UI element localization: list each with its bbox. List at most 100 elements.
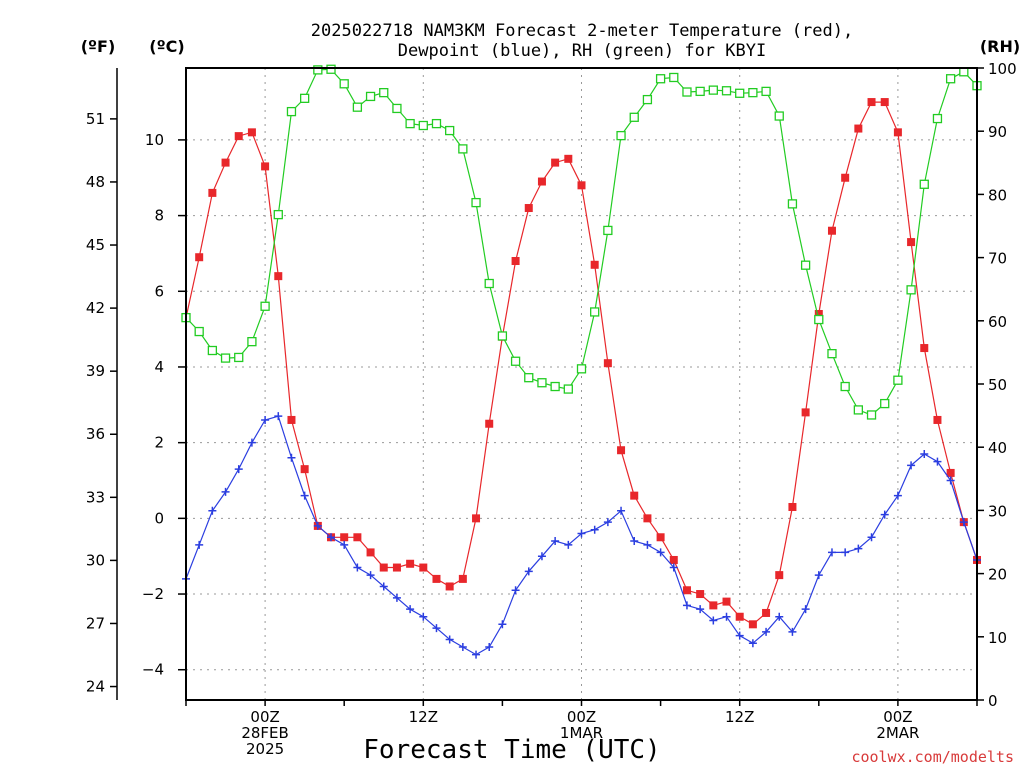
dewpoint-point [603, 518, 612, 527]
dewpoint-point [656, 548, 665, 557]
credit-text: coolwx.com/modelts [851, 748, 1014, 766]
rh-point [616, 130, 626, 141]
temperature-point [933, 415, 942, 424]
temperature-point [524, 204, 533, 213]
dewpoint-point [274, 412, 283, 421]
temperature-point [656, 533, 665, 542]
rh-point [194, 326, 204, 337]
celsius-unit-label: (ºC) [149, 37, 184, 56]
rh-point [484, 278, 494, 289]
celsius-tick-label: 6 [154, 282, 164, 300]
rh-point [669, 72, 679, 83]
fahrenheit-tick-label: 51 [86, 110, 105, 128]
rh-point [339, 79, 349, 89]
temperature-point [696, 590, 705, 599]
temperature-point [920, 344, 929, 353]
rh-tick-label: 50 [988, 376, 1007, 394]
chart-title: 2025022718 NAM3KM Forecast 2-meter Tempe… [311, 21, 853, 61]
dewpoint-point [419, 612, 428, 621]
dewpoint-point [551, 537, 560, 546]
rh-point [260, 301, 270, 311]
temperature-point [340, 533, 349, 542]
celsius-tick-label: −2 [142, 585, 164, 603]
temperature-point [854, 124, 863, 133]
rh-point [893, 375, 903, 385]
temperature-point [406, 559, 415, 568]
time-tick-label: 2025 [246, 740, 284, 758]
dewpoint-point [801, 605, 810, 614]
dewpoint-point [287, 453, 296, 462]
rh-point [392, 103, 402, 114]
rh-point [774, 111, 784, 121]
fahrenheit-tick-label: 30 [86, 551, 105, 569]
chart-title-line-1: 2025022718 NAM3KM Forecast 2-meter Tempe… [311, 21, 853, 41]
rh-point [524, 373, 534, 383]
dewpoint-point [340, 540, 349, 549]
rh-point [405, 118, 415, 129]
rh-point [458, 144, 468, 154]
temperature-point [788, 502, 797, 511]
dewpoint-point [445, 635, 454, 644]
rh-point [379, 87, 389, 98]
dewpoint-point [379, 582, 388, 591]
rh-point [418, 120, 428, 131]
rh-point [787, 199, 798, 209]
time-tick-label: 00Z [883, 708, 912, 726]
rh-point [576, 364, 587, 374]
temperature-point [353, 533, 362, 542]
dewpoint-point [630, 537, 639, 546]
dewpoint-point [472, 650, 481, 659]
rh-point [735, 88, 745, 98]
temperature-point [577, 181, 586, 190]
temperature-point [366, 548, 375, 557]
dewpoint-point [300, 491, 309, 500]
dewpoint-point [392, 593, 401, 602]
rh-tick-label: 70 [988, 250, 1007, 268]
dewpoint-point [458, 643, 467, 652]
temperature-point [867, 98, 876, 107]
temperature-point [458, 574, 467, 583]
temperature-point [762, 608, 771, 617]
temperature-point [630, 491, 639, 500]
temperature-point [907, 238, 916, 247]
rh-point [827, 349, 837, 359]
rh-point [590, 307, 600, 317]
rh-point [326, 64, 336, 74]
time-tick-label: 1MAR [560, 724, 603, 742]
temperature-point [551, 158, 560, 167]
temperature-point [643, 514, 652, 523]
dewpoint-point [867, 533, 876, 542]
temperature-point [603, 359, 612, 368]
fahrenheit-tick-label: 27 [86, 614, 105, 632]
rh-point [365, 91, 376, 102]
celsius-axis: −4 −2 0 2 4 6 8 10 [142, 131, 186, 679]
rh-point [853, 405, 863, 415]
temperature-point [775, 571, 784, 580]
rh-point [273, 209, 283, 220]
dewpoint-point [498, 620, 507, 629]
rh-point [445, 125, 455, 136]
dewpoint-point [234, 465, 243, 474]
dewpoint-point [841, 548, 850, 557]
temperature-point [537, 177, 546, 186]
dewpoint-point [762, 627, 771, 636]
rh-tick-label: 80 [988, 186, 1007, 204]
rh-tick-label: 10 [988, 629, 1007, 647]
rh-point [682, 87, 692, 97]
dewpoint-point [485, 643, 494, 652]
rh-tick-label: 20 [988, 566, 1007, 584]
rh-point [299, 93, 310, 103]
dewpoint-point [682, 601, 691, 610]
rh-point [247, 337, 257, 347]
fahrenheit-tick-label: 45 [86, 236, 105, 254]
dewpoint-point [406, 605, 415, 614]
time-tick-label: 00Z [567, 708, 596, 726]
rh-point [642, 94, 653, 105]
dewpoint-point [920, 450, 929, 459]
dewpoint-point [524, 567, 533, 576]
temperature-point [893, 128, 902, 137]
temperature-point [564, 154, 573, 163]
dewpoint-point [893, 491, 902, 500]
temperature-point [880, 98, 889, 107]
